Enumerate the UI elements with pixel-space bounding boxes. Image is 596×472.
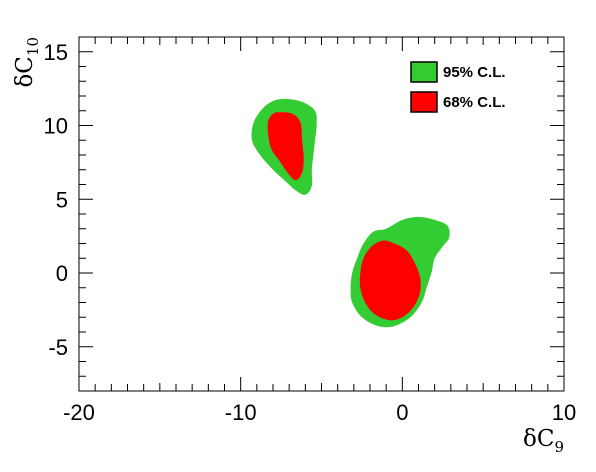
y-tick-label: 0	[56, 261, 68, 286]
legend-label-95-c-l: 95% C.L.	[443, 64, 506, 81]
y-tick-label: 10	[44, 114, 68, 139]
legend-swatch-68-c-l	[410, 91, 438, 113]
y-tick-label: 5	[56, 187, 68, 212]
x-tick-label: -20	[63, 400, 95, 425]
confidence-regions	[251, 98, 450, 328]
axis-tick-labels: -20 -10 0 10 -5 0 5 10 15	[44, 40, 577, 425]
region-68-c-l-2	[359, 240, 421, 321]
axis-ticks	[78, 36, 565, 392]
y-axis-label-symbol: δC	[12, 56, 38, 87]
y-axis-label-subscript: 10	[24, 37, 42, 56]
legend: 95% C.L. 68% C.L.	[410, 61, 506, 113]
legend-label-68-c-l: 68% C.L.	[443, 94, 506, 111]
y-tick-label: 15	[44, 40, 68, 65]
region-68-c-l-1	[267, 112, 304, 181]
x-axis-label: δC9	[523, 426, 564, 456]
x-tick-label: 0	[396, 400, 408, 425]
x-axis-label-subscript: 9	[554, 438, 564, 456]
x-tick-label: 10	[552, 400, 576, 425]
x-axis-label-symbol: δC	[523, 426, 554, 452]
y-tick-label: -5	[48, 335, 68, 360]
legend-swatch-95-c-l	[410, 61, 438, 83]
x-tick-label: -10	[225, 400, 257, 425]
y-axis-label: δC10	[12, 37, 42, 88]
